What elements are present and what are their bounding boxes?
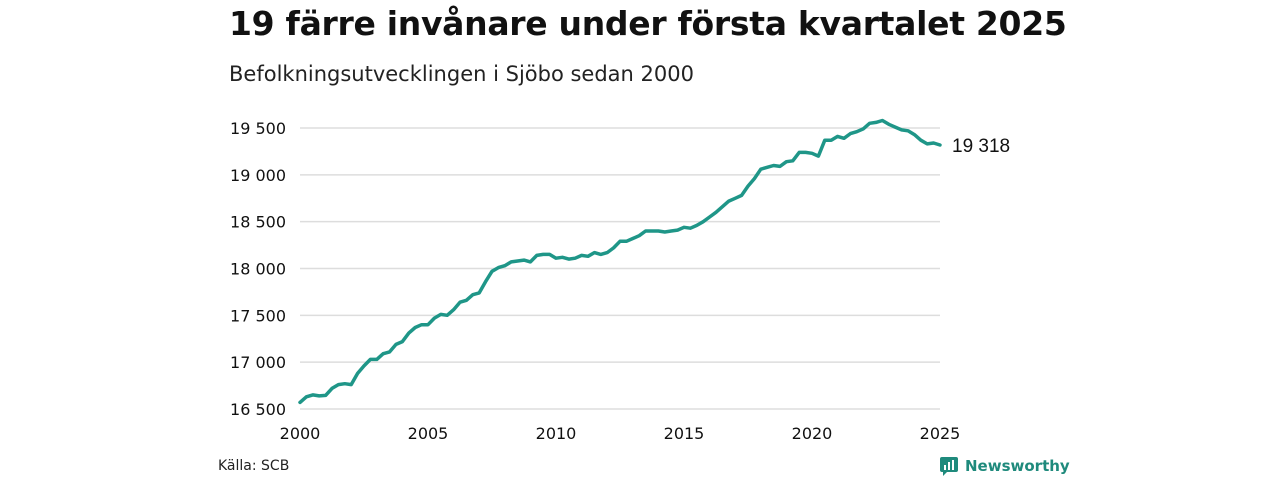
chart-title: 19 färre invånare under första kvartalet… (229, 4, 1067, 43)
y-tick-label: 18 500 (230, 213, 286, 232)
x-tick-label: 2005 (408, 424, 449, 443)
brand-logo: Newsworthy (939, 456, 1070, 476)
chart-subtitle: Befolkningsutvecklingen i Sjöbo sedan 20… (229, 62, 694, 86)
x-tick-label: 2000 (280, 424, 321, 443)
brand-name: Newsworthy (965, 457, 1070, 475)
y-tick-label: 19 500 (230, 119, 286, 138)
source-note: Källa: SCB (218, 458, 290, 474)
y-tick-label: 19 000 (230, 166, 286, 185)
x-tick-label: 2025 (920, 424, 961, 443)
y-tick-label: 18 000 (230, 260, 286, 279)
y-tick-label: 16 500 (230, 400, 286, 419)
newsworthy-icon (940, 457, 958, 476)
end-value-label: 19 318 (952, 136, 1010, 157)
x-tick-label: 2015 (664, 424, 705, 443)
y-tick-label: 17 500 (230, 306, 286, 325)
population-line (298, 118, 942, 405)
x-tick-label: 2020 (792, 424, 833, 443)
x-tick-label: 2010 (536, 424, 577, 443)
y-tick-label: 17 000 (230, 353, 286, 372)
